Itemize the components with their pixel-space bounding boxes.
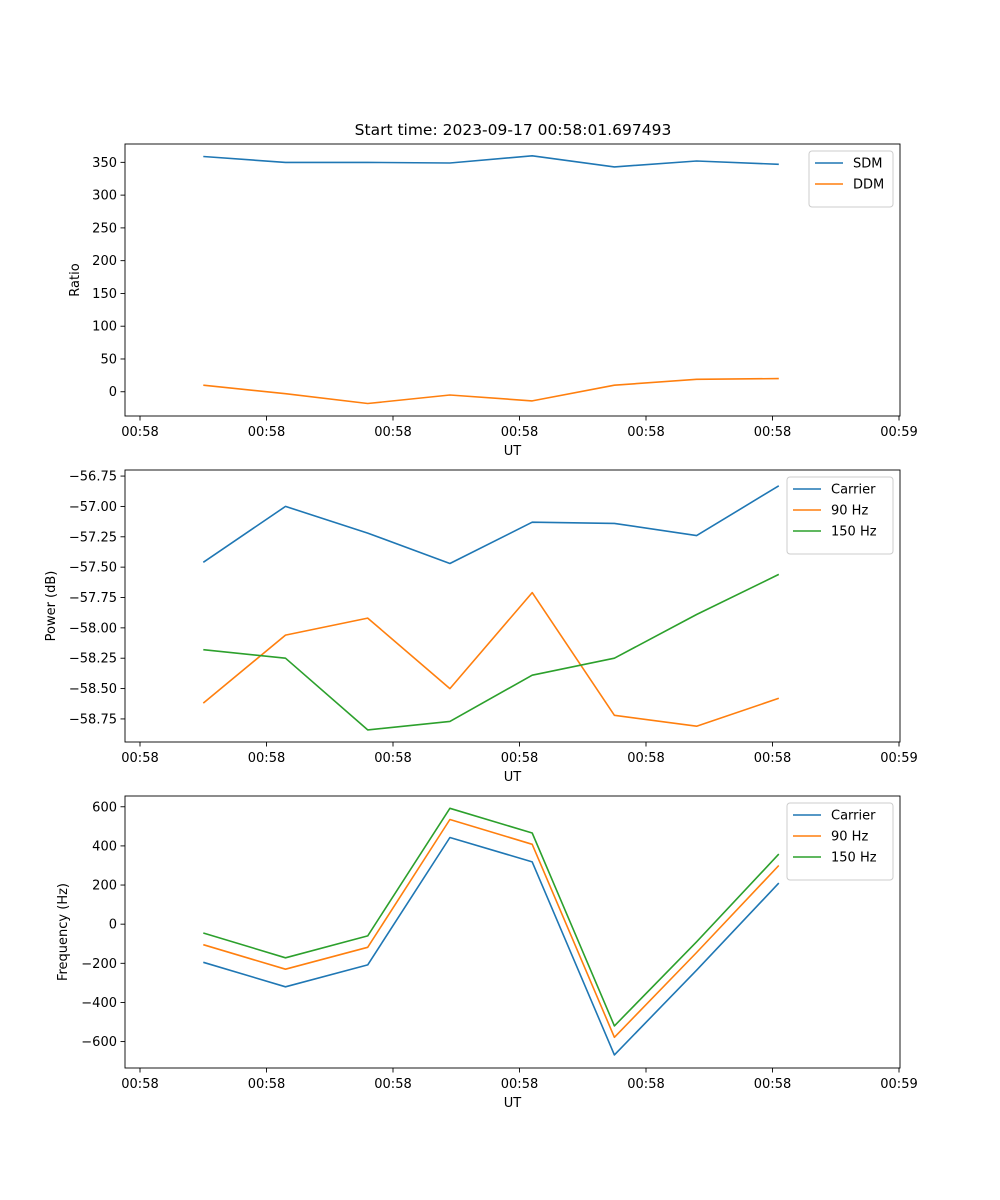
series-line-90-hz xyxy=(203,818,780,1039)
x-tick-label: 00:58 xyxy=(754,1077,791,1092)
x-tick-label: 00:58 xyxy=(374,751,411,766)
x-axis-label: UT xyxy=(504,1096,522,1111)
y-tick-label: 0 xyxy=(109,385,117,400)
series-line-150-hz xyxy=(203,573,780,731)
y-tick-label: 300 xyxy=(92,189,117,204)
legend-label-carrier: Carrier xyxy=(831,809,876,824)
ratio-panel: 00:58 00:58 00:58 00:58 00:58 00:58 00:59 0 50 10… xyxy=(68,143,918,459)
axes-frame xyxy=(124,469,901,743)
x-tick-label: 00:58 xyxy=(121,425,158,440)
legend-label-150-hz: 150 Hz xyxy=(831,851,877,866)
y-tick-label: 50 xyxy=(100,352,117,367)
y-axis-label: Power (dB) xyxy=(44,571,59,642)
x-tick-label: 00:58 xyxy=(248,751,285,766)
series-line-ddm xyxy=(203,377,779,405)
y-tick-label: −57.25 xyxy=(69,530,117,545)
y-tick-label: −57.75 xyxy=(69,591,117,606)
x-tick-label: 00:58 xyxy=(501,1077,538,1092)
y-tick-label: −58.50 xyxy=(69,682,117,697)
x-tick-label: 00:58 xyxy=(627,751,664,766)
y-axis-label: Ratio xyxy=(68,263,83,296)
x-tick-label: 00:59 xyxy=(880,751,917,766)
y-tick-label: 150 xyxy=(92,287,117,302)
series-line-carrier xyxy=(203,836,780,1056)
legend: SDM DDM xyxy=(808,150,894,208)
legend-box xyxy=(786,802,894,881)
x-tick-label: 00:59 xyxy=(880,425,917,440)
x-tick-label: 00:58 xyxy=(627,1077,664,1092)
y-axis-label: Frequency (Hz) xyxy=(56,883,71,981)
x-tick-label: 00:59 xyxy=(880,1077,917,1092)
y-tick-label: −57.50 xyxy=(69,561,117,576)
legend: Carrier 90 Hz 150 Hz xyxy=(786,802,894,881)
y-tick-label: −57.00 xyxy=(69,500,117,515)
legend-label-sdm: SDM xyxy=(853,157,882,172)
series-line-150-hz xyxy=(203,807,780,1027)
y-tick-label: 600 xyxy=(92,800,117,815)
y-tick-label: 200 xyxy=(92,254,117,269)
y-tick-label: −58.75 xyxy=(69,712,117,727)
chart-title: Start time: 2023-09-17 00:58:01.697493 xyxy=(355,121,672,139)
x-tick-label: 00:58 xyxy=(121,1077,158,1092)
legend-label-ddm: DDM xyxy=(853,178,884,193)
x-tick-label: 00:58 xyxy=(248,1077,285,1092)
legend-box xyxy=(786,476,894,555)
legend-box xyxy=(808,150,894,208)
axes-frame xyxy=(124,795,901,1069)
y-tick-label: −400 xyxy=(81,996,117,1011)
legend-label-90-hz: 90 Hz xyxy=(831,504,868,519)
series-line-carrier xyxy=(202,485,780,565)
y-tick-label: 350 xyxy=(92,156,117,171)
y-tick-label: 0 xyxy=(109,918,117,933)
y-tick-label: 400 xyxy=(92,839,117,854)
axes-frame xyxy=(124,143,901,417)
series-line-sdm xyxy=(203,155,779,168)
legend-label-carrier: Carrier xyxy=(831,483,876,498)
x-tick-label: 00:58 xyxy=(374,1077,411,1092)
y-tick-label: −58.00 xyxy=(69,621,117,636)
series-line-90-hz xyxy=(202,591,780,728)
x-tick-label: 00:58 xyxy=(501,751,538,766)
x-tick-label: 00:58 xyxy=(501,425,538,440)
y-tick-label: −56.75 xyxy=(69,470,117,485)
y-tick-label: 200 xyxy=(92,879,117,894)
x-tick-label: 00:58 xyxy=(754,425,791,440)
y-tick-label: 100 xyxy=(92,320,117,335)
x-tick-label: 00:58 xyxy=(374,425,411,440)
legend-label-150-hz: 150 Hz xyxy=(831,525,877,540)
x-tick-label: 00:58 xyxy=(627,425,664,440)
y-tick-label: −200 xyxy=(81,957,117,972)
frequency-panel: 00:58 00:58 00:58 00:58 00:58 00:58 00:59 −600 −… xyxy=(56,795,918,1111)
x-axis-label: UT xyxy=(504,444,522,459)
x-tick-label: 00:58 xyxy=(754,751,791,766)
y-tick-label: −58.25 xyxy=(69,652,117,667)
y-tick-label: 250 xyxy=(92,221,117,236)
x-axis-label: UT xyxy=(504,770,522,785)
power-panel: 00:58 00:58 00:58 00:58 00:58 00:58 00:59 −58.7… xyxy=(44,469,918,785)
x-tick-label: 00:58 xyxy=(248,425,285,440)
x-tick-label: 00:58 xyxy=(121,751,158,766)
y-tick-label: −600 xyxy=(81,1035,117,1050)
legend-label-90-hz: 90 Hz xyxy=(831,830,868,845)
legend: Carrier 90 Hz 150 Hz xyxy=(786,476,894,555)
